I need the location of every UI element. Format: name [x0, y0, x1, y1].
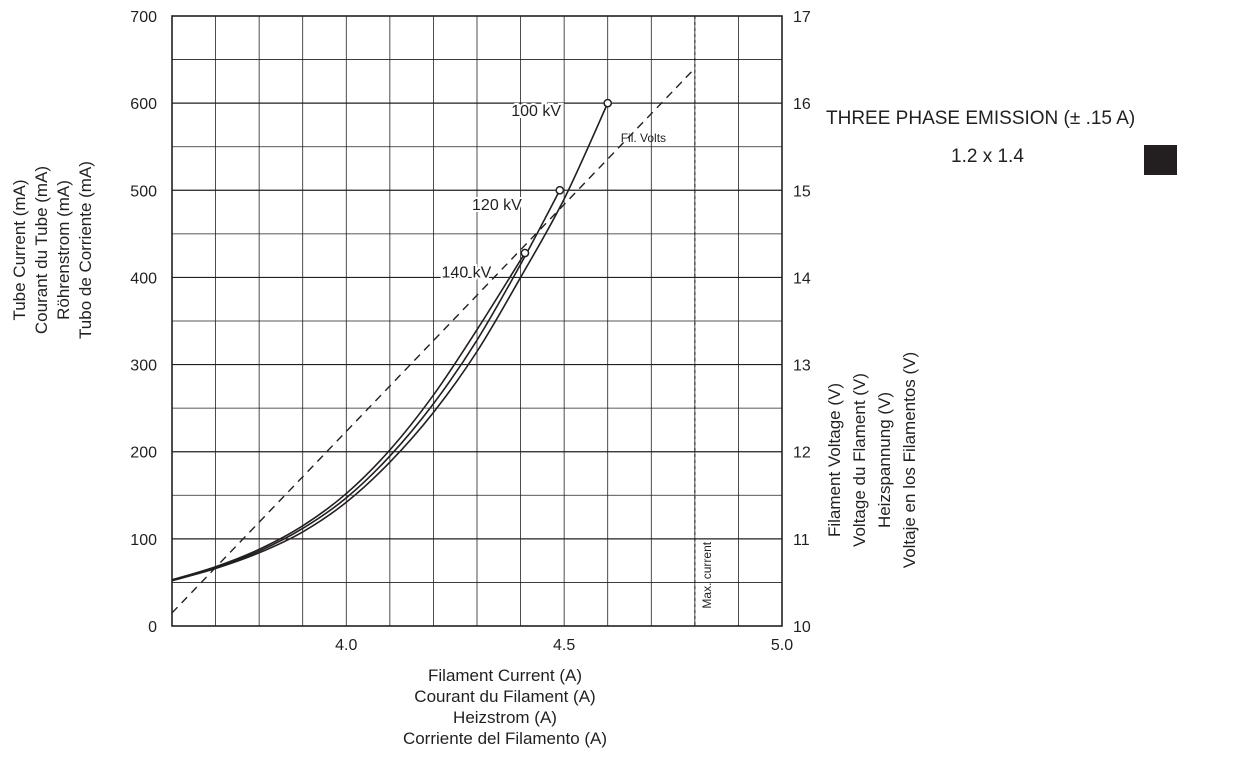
y2-axis-title-line: Voltage du Flament (V) [850, 373, 869, 547]
y2-axis-title-line: Filament Voltage (V) [825, 383, 844, 537]
max-current-label: Max. current [700, 541, 714, 608]
y2-tick-label: 17 [793, 9, 811, 26]
series-line-120-kv [171, 189, 561, 582]
y-tick-label: 200 [130, 445, 157, 462]
y-tick-label: 0 [148, 619, 157, 636]
legend-swatch [1144, 145, 1177, 175]
x-axis-title-line: Filament Current (A) [428, 666, 582, 685]
end-marker-140-kv [520, 248, 530, 258]
end-marker-120-kv [555, 185, 565, 195]
x-axis-title-line: Courant du Filament (A) [414, 687, 595, 706]
fil-volts-label: Fil. Volts [621, 131, 666, 145]
series-label-140-kv: 140 kV [442, 264, 492, 281]
x-axis-title-line: Corriente del Filamento (A) [403, 729, 607, 748]
y-tick-label: 700 [130, 9, 157, 26]
x-axis-title-line: Heizstrom (A) [453, 708, 557, 727]
y-tick-label: 100 [130, 532, 157, 549]
y-axis-title-line: Tubo de Corriente (mA) [76, 161, 95, 339]
grid [171, 15, 783, 627]
y-axis-title-line: Tube Current (mA) [10, 179, 29, 320]
y2-tick-label: 14 [793, 270, 811, 287]
y-axis-title-line: Courant du Tube (mA) [32, 166, 51, 334]
y2-axis-title-line: Voltaje en los Filamentos (V) [900, 352, 919, 568]
series-label-100-kv: 100 kV [511, 103, 561, 120]
y-axis-title-line: Röhrenstrom (mA) [54, 180, 73, 320]
series-lines [171, 16, 696, 626]
tick-labels: 4.0 4.5 5.0 0 100 200 300 400 500 600 700 10 11 12 13 1… [130, 9, 811, 654]
end-marker-100-kv [603, 98, 613, 108]
series-label-120-kv: 120 kV [472, 197, 522, 214]
y2-tick-label: 15 [793, 183, 811, 200]
x-tick-label: 4.0 [335, 637, 357, 654]
y-tick-label: 400 [130, 270, 157, 287]
series-line-140-kv [171, 252, 526, 581]
y2-tick-label: 13 [793, 358, 811, 375]
y2-axis-title-line: Heizspannung (V) [875, 392, 894, 528]
y-tick-label: 300 [130, 358, 157, 375]
x-tick-label: 4.5 [553, 637, 575, 654]
y2-tick-label: 12 [793, 445, 811, 462]
legend-focal-spot-size: 1.2 x 1.4 [951, 146, 1024, 167]
y2-tick-label: 16 [793, 96, 811, 113]
annotations: 100 kV 120 kV 140 kV Fil. Volts Max. current [440, 101, 714, 608]
series-line-100-kv [171, 102, 609, 582]
y-tick-label: 600 [130, 96, 157, 113]
legend-title: THREE PHASE EMISSION (± .15 A) [826, 108, 1136, 129]
x-tick-label: 5.0 [771, 637, 793, 654]
y2-tick-label: 11 [793, 532, 810, 549]
y-tick-label: 500 [130, 183, 157, 200]
y2-tick-label: 10 [793, 619, 811, 636]
plot-frame [171, 15, 783, 627]
axis-titles: Filament Current (A) Courant du Filament … [10, 161, 919, 748]
series-line-fil-volts [171, 67, 696, 614]
